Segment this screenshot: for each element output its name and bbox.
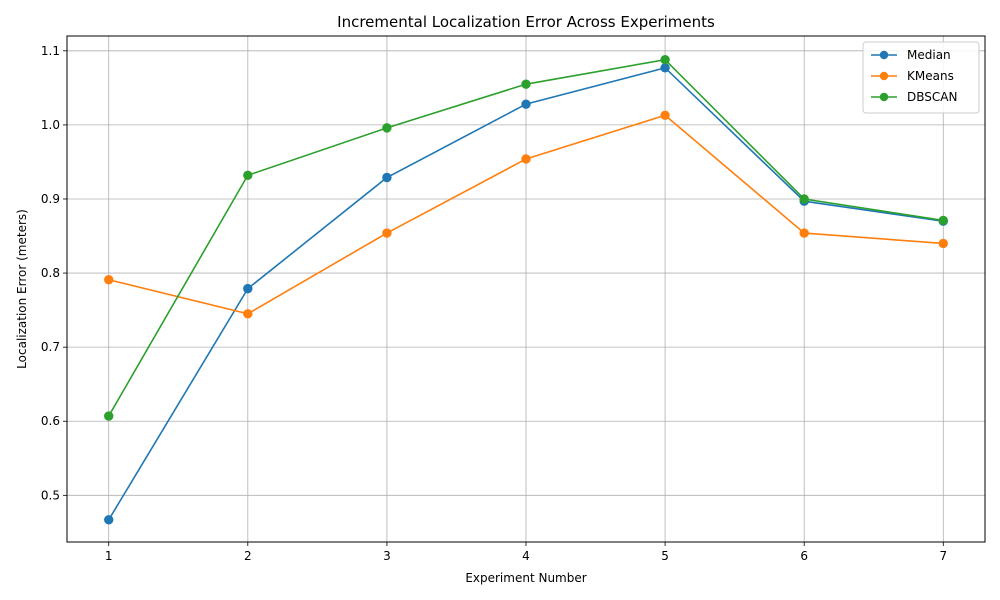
data-point-median bbox=[660, 63, 670, 73]
data-point-dbscan bbox=[938, 215, 948, 226]
data-point-kmeans bbox=[521, 154, 531, 164]
x-tick-label: 2 bbox=[244, 549, 252, 563]
data-point-median bbox=[104, 515, 114, 525]
data-point-kmeans bbox=[660, 110, 670, 120]
data-point-kmeans bbox=[243, 309, 253, 319]
y-tick-label: 0.9 bbox=[41, 192, 60, 206]
series-layer bbox=[104, 55, 948, 525]
x-tick-label: 3 bbox=[383, 549, 391, 563]
legend: Median KMeans DBSCAN bbox=[862, 41, 980, 114]
legend-label-median: Median bbox=[907, 48, 951, 62]
legend-marker-kmeans bbox=[879, 71, 889, 81]
legend-box bbox=[862, 41, 980, 114]
data-point-kmeans bbox=[938, 238, 948, 249]
data-point-dbscan bbox=[243, 170, 253, 180]
x-tick-label: 7 bbox=[939, 549, 947, 563]
data-point-dbscan bbox=[660, 55, 670, 65]
x-axis-label: Experiment Number bbox=[465, 571, 586, 585]
data-point-dbscan bbox=[799, 194, 809, 204]
legend-marker-dbscan bbox=[879, 92, 889, 102]
legend-marker-median bbox=[879, 50, 889, 60]
y-tick-label: 1.1 bbox=[41, 44, 60, 58]
x-tick-label: 6 bbox=[800, 549, 808, 563]
data-point-kmeans bbox=[382, 228, 392, 238]
y-tick-label: 0.8 bbox=[41, 266, 60, 280]
y-tick-label: 1.0 bbox=[41, 118, 60, 132]
data-point-kmeans bbox=[799, 228, 809, 238]
x-tick-label: 4 bbox=[522, 549, 530, 563]
y-tick-label: 0.5 bbox=[41, 488, 60, 502]
y-axis-label: Localization Error (meters) bbox=[15, 209, 29, 369]
legend-label-kmeans: KMeans bbox=[907, 69, 954, 83]
data-point-dbscan bbox=[382, 123, 392, 133]
y-tick-label: 0.7 bbox=[41, 340, 60, 354]
data-point-dbscan bbox=[521, 79, 531, 89]
data-point-dbscan bbox=[104, 411, 114, 421]
legend-label-dbscan: DBSCAN bbox=[907, 90, 957, 104]
chart-title: Incremental Localization Error Across Ex… bbox=[337, 13, 715, 31]
y-tick-label: 0.6 bbox=[41, 414, 60, 428]
data-point-median bbox=[382, 172, 392, 183]
data-point-median bbox=[243, 283, 253, 294]
grid bbox=[67, 36, 985, 542]
data-point-kmeans bbox=[104, 275, 114, 285]
x-tick-label: 1 bbox=[105, 549, 113, 563]
x-tick-label: 5 bbox=[661, 549, 669, 563]
data-point-median bbox=[521, 99, 531, 109]
ticks: 1 2 3 4 5 6 7 0.5 0.6 0.7 0.8 0.9 1.0 1.1 bbox=[41, 44, 947, 563]
